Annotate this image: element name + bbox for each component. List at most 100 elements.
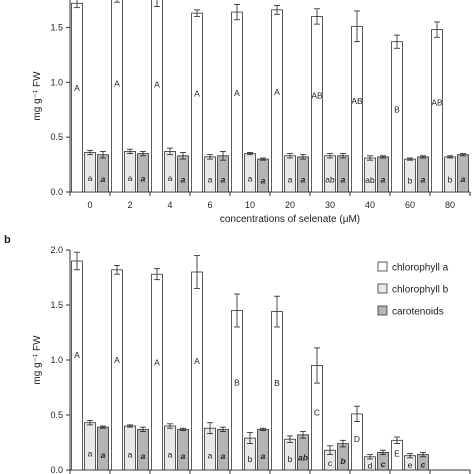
bar-series-1-cat-2 [164,151,176,193]
significance-label: a [421,175,426,185]
y-tick-label: 2.0 [50,245,63,255]
bar-series-2-cat-3 [217,428,229,471]
x-axis-label: concentrations of selenate (μM) [220,214,360,225]
bar-series-0-cat-0 [71,2,83,193]
bar-series-0-cat-9 [431,29,443,193]
significance-label: D [354,434,360,444]
legend-label: carotenoids [392,307,444,318]
panel-letter: b [4,234,11,246]
bar-series-1-cat-2 [164,425,176,471]
significance-label: a [141,451,146,461]
significance-label: a [261,175,266,185]
y-axis-label: mg g⁻¹ FW [32,335,43,385]
bar-series-0-cat-0 [71,260,83,471]
bar-series-1-cat-0 [84,422,96,471]
significance-label: e [408,460,413,470]
significance-label: b [408,175,413,185]
significance-label: A [74,83,80,93]
significance-label: a [141,174,146,184]
significance-label: a [381,175,386,185]
significance-label: AB [431,98,443,108]
bar-series-0-cat-5 [271,9,283,193]
significance-label: a [221,451,226,461]
significance-label: d [368,460,373,470]
significance-label: AB [311,90,323,100]
significance-label: a [88,173,93,183]
significance-label: a [261,451,266,461]
significance-label: C [314,408,320,418]
x-tick-label: 60 [405,200,415,210]
significance-label: a [221,174,226,184]
significance-label: A [154,80,160,90]
significance-label: a [208,175,213,185]
significance-label: A [194,89,200,99]
x-tick-label: 6 [207,200,212,210]
y-tick-label: 1.0 [50,77,63,87]
bar-series-0-cat-3 [191,271,203,471]
significance-label: E [394,449,400,459]
significance-label: ab [298,453,308,463]
y-tick-label: 0.0 [50,187,63,197]
significance-label: A [274,87,280,97]
significance-label: AB [351,96,363,106]
significance-label: a [341,174,346,184]
significance-label: A [154,357,160,367]
panel-top-chart: 0.0 0.5 1.0 1.5 mg g⁻¹ FW 0 2 4 6 10 20 30 40 60 80 con… [32,0,471,225]
bar-series-0-cat-5 [271,311,283,471]
significance-label: a [168,173,173,183]
significance-label: c [421,460,426,470]
significance-label: a [101,450,106,460]
significance-label: c [381,459,386,469]
significance-label: b [340,456,345,466]
significance-label: ab [365,175,375,185]
x-tick-label: 0 [87,200,92,210]
significance-label: a [208,450,213,460]
bar-series-2-cat-4 [257,428,269,471]
significance-label: a [181,451,186,461]
bar-series-0-cat-2 [151,273,163,471]
bar-series-1-cat-3 [204,427,216,471]
significance-label: A [114,355,120,365]
significance-label: a [248,174,253,184]
significance-label: A [74,350,80,360]
bar-series-0-cat-1 [111,0,123,193]
bar-series-0-cat-6 [311,16,323,193]
significance-label: b [448,175,453,185]
significance-label: A [234,88,240,98]
significance-label: ab [325,174,335,184]
y-tick-label: 0.0 [50,465,63,474]
bar-series-2-cat-1 [137,428,149,471]
y-tick-label: 1.5 [50,300,63,310]
legend-label: chlorophyll b [392,285,449,296]
bar-series-0-cat-2 [151,0,163,193]
bar-series-1-cat-1 [124,151,136,193]
y-tick-label: 1.0 [50,355,63,365]
bar-series-0-cat-8 [391,41,403,193]
bar-series-1-cat-1 [124,425,136,471]
significance-label: a [461,174,466,184]
significance-label: a [168,450,173,460]
significance-label: a [101,174,106,184]
significance-label: a [301,175,306,185]
significance-label: a [88,448,93,458]
bar-series-0-cat-3 [191,12,203,193]
legend: chlorophyll a chlorophyll b carotenoids [377,261,449,318]
x-tick-label: 80 [445,200,455,210]
significance-label: a [128,450,133,460]
bar-series-0-cat-4 [231,11,243,193]
y-tick-label: 0.5 [50,410,63,420]
x-tick-label: 10 [245,200,255,210]
bar-series-2-cat-0 [97,426,109,471]
x-tick-label: 2 [127,200,132,210]
legend-label: chlorophyll a [392,263,449,274]
bar-series-2-cat-2 [177,428,189,471]
significance-label: B [274,378,280,388]
significance-label: B [234,377,240,387]
bar-series-0-cat-1 [111,269,123,471]
significance-label: B [394,104,400,114]
legend-swatch [377,305,388,316]
x-tick-label: 40 [365,200,375,210]
significance-label: a [128,173,133,183]
legend-swatch [377,261,388,272]
